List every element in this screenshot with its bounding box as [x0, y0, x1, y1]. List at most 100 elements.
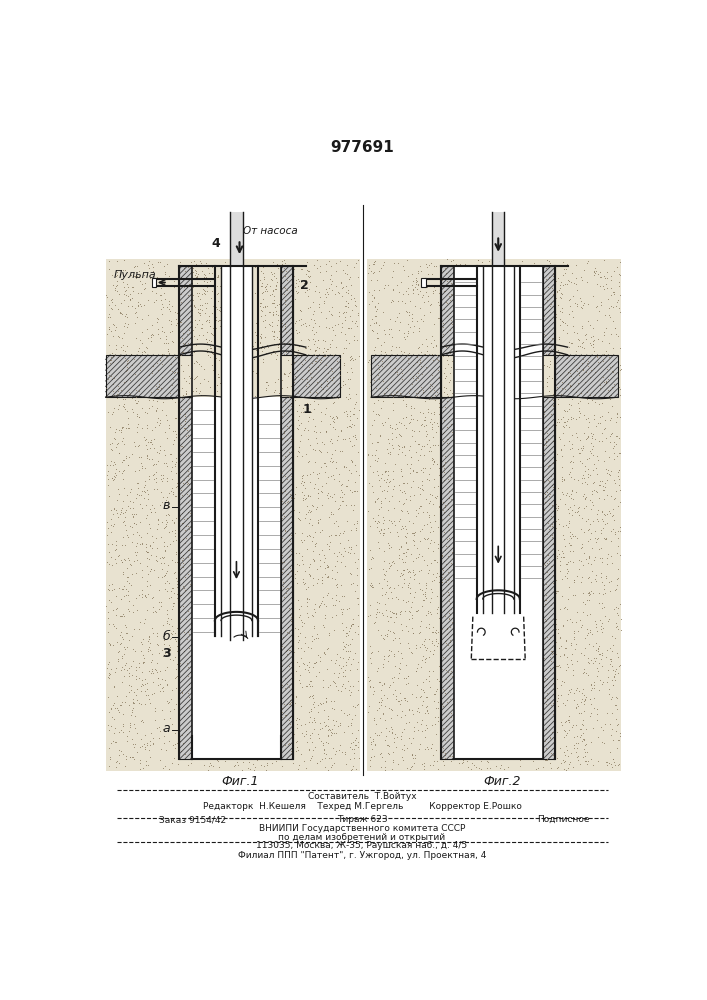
Point — [448, 349, 460, 365]
Point — [607, 658, 618, 674]
Point — [378, 254, 390, 270]
Point — [544, 255, 556, 271]
Point — [238, 754, 249, 770]
Point — [554, 277, 565, 293]
Point — [119, 396, 130, 412]
Point — [536, 663, 547, 679]
Point — [209, 419, 220, 435]
Point — [131, 687, 142, 703]
Point — [209, 607, 221, 623]
Point — [588, 497, 599, 513]
Point — [416, 548, 428, 564]
Point — [194, 677, 205, 693]
Point — [614, 304, 625, 320]
Point — [378, 521, 390, 537]
Point — [266, 469, 277, 485]
Point — [204, 458, 216, 474]
Point — [280, 448, 291, 464]
Point — [315, 352, 326, 368]
Point — [118, 374, 129, 390]
Point — [366, 736, 377, 752]
Point — [238, 281, 249, 297]
Point — [323, 303, 334, 319]
Point — [174, 309, 185, 325]
Point — [392, 277, 403, 293]
Point — [123, 384, 134, 400]
Point — [231, 428, 243, 444]
Point — [201, 324, 213, 340]
Point — [489, 695, 500, 711]
Point — [117, 724, 129, 740]
Point — [411, 663, 422, 679]
Point — [532, 276, 543, 292]
Point — [585, 337, 596, 353]
Point — [118, 639, 129, 655]
Point — [141, 507, 153, 523]
Point — [139, 676, 151, 692]
Point — [445, 315, 457, 331]
Point — [503, 368, 514, 384]
Point — [546, 558, 557, 574]
Point — [305, 750, 317, 766]
Point — [304, 274, 315, 290]
Point — [391, 605, 402, 621]
Point — [377, 515, 388, 531]
Point — [276, 758, 287, 774]
Point — [490, 328, 501, 344]
Point — [556, 274, 567, 290]
Point — [296, 356, 308, 372]
Point — [211, 269, 223, 285]
Point — [553, 396, 564, 412]
Point — [480, 555, 491, 571]
Point — [160, 447, 171, 463]
Point — [176, 347, 187, 363]
Point — [305, 404, 317, 420]
Point — [533, 689, 544, 705]
Point — [200, 574, 211, 590]
Point — [382, 613, 394, 629]
Point — [467, 276, 479, 292]
Point — [477, 360, 488, 376]
Bar — [520, 266, 543, 355]
Point — [407, 610, 418, 626]
Point — [605, 280, 617, 296]
Point — [372, 463, 383, 479]
Point — [327, 673, 339, 689]
Point — [134, 670, 145, 686]
Point — [450, 661, 462, 677]
Point — [557, 752, 568, 768]
Point — [433, 310, 445, 326]
Point — [151, 628, 163, 644]
Point — [114, 697, 125, 713]
Point — [529, 656, 540, 672]
Point — [540, 433, 551, 449]
Point — [196, 387, 207, 403]
Point — [115, 697, 127, 713]
Point — [274, 326, 286, 342]
Point — [520, 424, 531, 440]
Point — [214, 352, 225, 368]
Point — [466, 661, 477, 677]
Point — [209, 284, 221, 300]
Point — [479, 605, 490, 621]
Point — [589, 549, 600, 565]
Point — [188, 328, 199, 344]
Point — [258, 534, 269, 550]
Point — [406, 449, 417, 465]
Point — [220, 423, 231, 439]
Point — [457, 718, 468, 734]
Bar — [454, 582, 543, 759]
Point — [537, 717, 549, 733]
Point — [228, 570, 240, 586]
Point — [243, 606, 255, 622]
Point — [455, 508, 467, 524]
Point — [238, 369, 249, 385]
Point — [608, 434, 619, 450]
Point — [413, 436, 424, 452]
Point — [544, 553, 555, 569]
Point — [529, 304, 540, 320]
Point — [237, 423, 248, 439]
Point — [158, 711, 170, 727]
Point — [366, 655, 377, 671]
Point — [344, 308, 356, 324]
